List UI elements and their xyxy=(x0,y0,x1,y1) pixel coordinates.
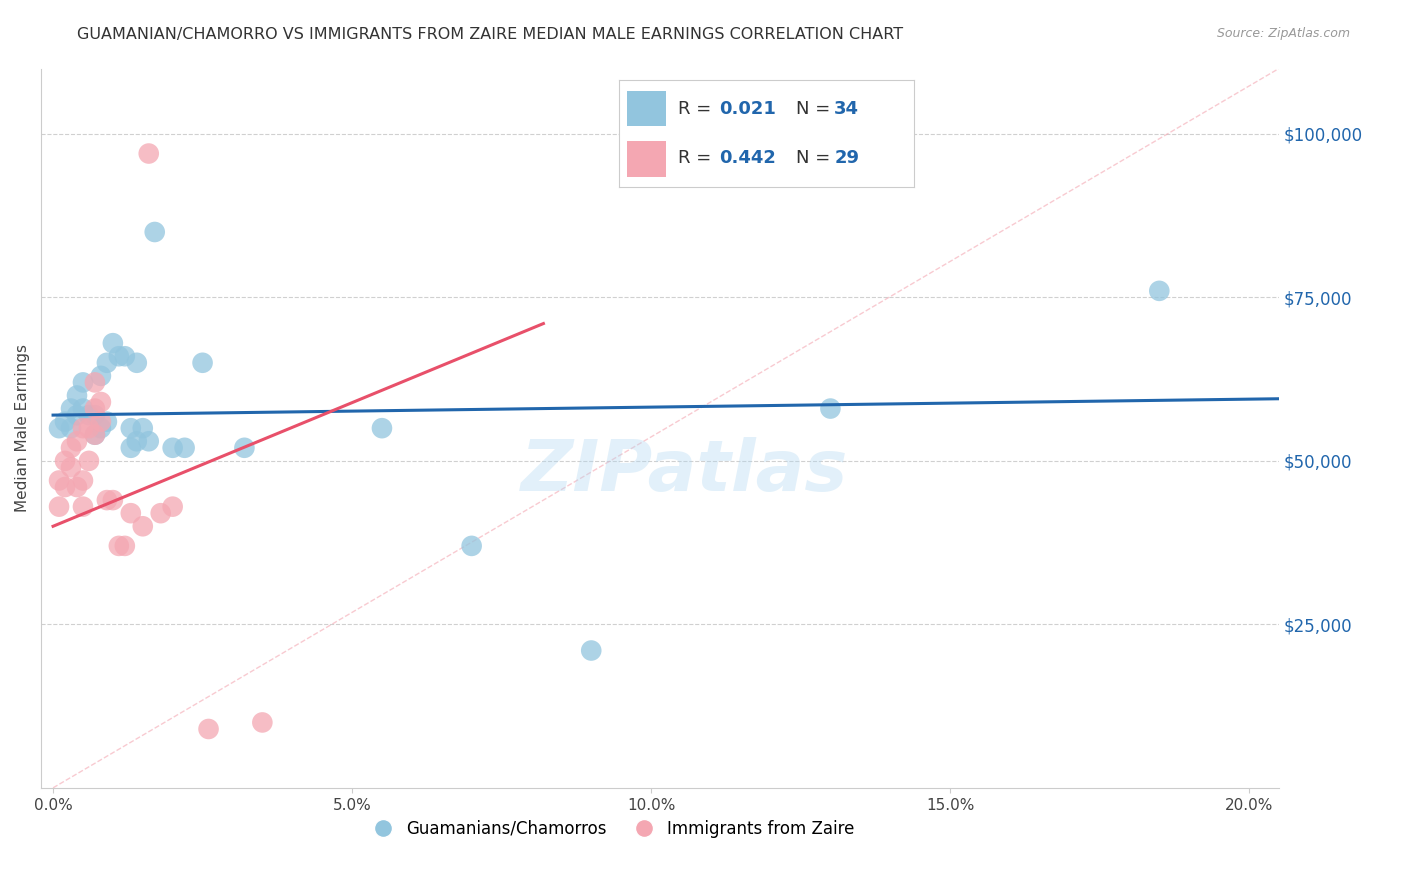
Point xyxy=(72,376,94,390)
Text: GUAMANIAN/CHAMORRO VS IMMIGRANTS FROM ZAIRE MEDIAN MALE EARNINGS CORRELATION CHA: GUAMANIAN/CHAMORRO VS IMMIGRANTS FROM ZA… xyxy=(77,27,904,42)
Point xyxy=(108,539,131,553)
Point xyxy=(96,356,118,370)
Point xyxy=(90,368,112,383)
Point xyxy=(53,415,76,429)
Text: N =: N = xyxy=(796,100,835,118)
Point xyxy=(72,421,94,435)
Point xyxy=(138,434,160,449)
Point xyxy=(72,401,94,416)
Point xyxy=(101,336,124,351)
Point xyxy=(125,434,148,449)
Point xyxy=(66,408,89,422)
Text: 0.442: 0.442 xyxy=(718,150,776,168)
Point xyxy=(60,421,83,435)
Point xyxy=(132,519,155,533)
Point xyxy=(820,401,842,416)
Point xyxy=(101,493,124,508)
Point xyxy=(96,415,118,429)
Point xyxy=(114,539,136,553)
Text: Source: ZipAtlas.com: Source: ZipAtlas.com xyxy=(1216,27,1350,40)
Text: 0.021: 0.021 xyxy=(718,100,776,118)
Point xyxy=(114,349,136,363)
Point xyxy=(66,434,89,449)
Point xyxy=(53,454,76,468)
Point xyxy=(66,388,89,402)
Point xyxy=(173,441,195,455)
Point xyxy=(90,415,112,429)
Point xyxy=(197,722,219,736)
Point xyxy=(191,356,214,370)
Point xyxy=(162,500,184,514)
Point xyxy=(125,356,148,370)
Bar xyxy=(627,141,666,177)
Point xyxy=(108,349,131,363)
Point xyxy=(72,474,94,488)
Point xyxy=(460,539,482,553)
Point xyxy=(581,643,603,657)
Point xyxy=(53,480,76,494)
Point xyxy=(162,441,184,455)
Point xyxy=(143,225,166,239)
Text: N =: N = xyxy=(796,150,835,168)
Point xyxy=(90,421,112,435)
Point xyxy=(48,421,70,435)
Text: 34: 34 xyxy=(834,100,859,118)
Bar xyxy=(627,91,666,127)
Y-axis label: Median Male Earnings: Median Male Earnings xyxy=(15,344,30,512)
Point xyxy=(120,441,142,455)
Point xyxy=(1149,284,1171,298)
Point xyxy=(90,395,112,409)
Point xyxy=(48,474,70,488)
Point xyxy=(84,401,107,416)
Point xyxy=(72,500,94,514)
Point xyxy=(84,427,107,442)
Point xyxy=(77,408,100,422)
Point xyxy=(132,421,155,435)
Text: R =: R = xyxy=(678,100,717,118)
Point xyxy=(96,493,118,508)
Point xyxy=(233,441,256,455)
Point xyxy=(149,506,172,520)
Point xyxy=(60,441,83,455)
Text: 29: 29 xyxy=(834,150,859,168)
Text: ZIPatlas: ZIPatlas xyxy=(522,437,848,506)
Point xyxy=(120,506,142,520)
Point xyxy=(48,500,70,514)
Point xyxy=(138,146,160,161)
Point xyxy=(84,408,107,422)
Point xyxy=(77,421,100,435)
Point xyxy=(84,427,107,442)
Point xyxy=(252,715,274,730)
Text: R =: R = xyxy=(678,150,717,168)
Point xyxy=(77,454,100,468)
Legend: Guamanians/Chamorros, Immigrants from Zaire: Guamanians/Chamorros, Immigrants from Za… xyxy=(360,813,860,844)
Point xyxy=(60,460,83,475)
Point xyxy=(84,376,107,390)
Point xyxy=(371,421,394,435)
Point xyxy=(120,421,142,435)
Point xyxy=(66,480,89,494)
Point xyxy=(60,401,83,416)
